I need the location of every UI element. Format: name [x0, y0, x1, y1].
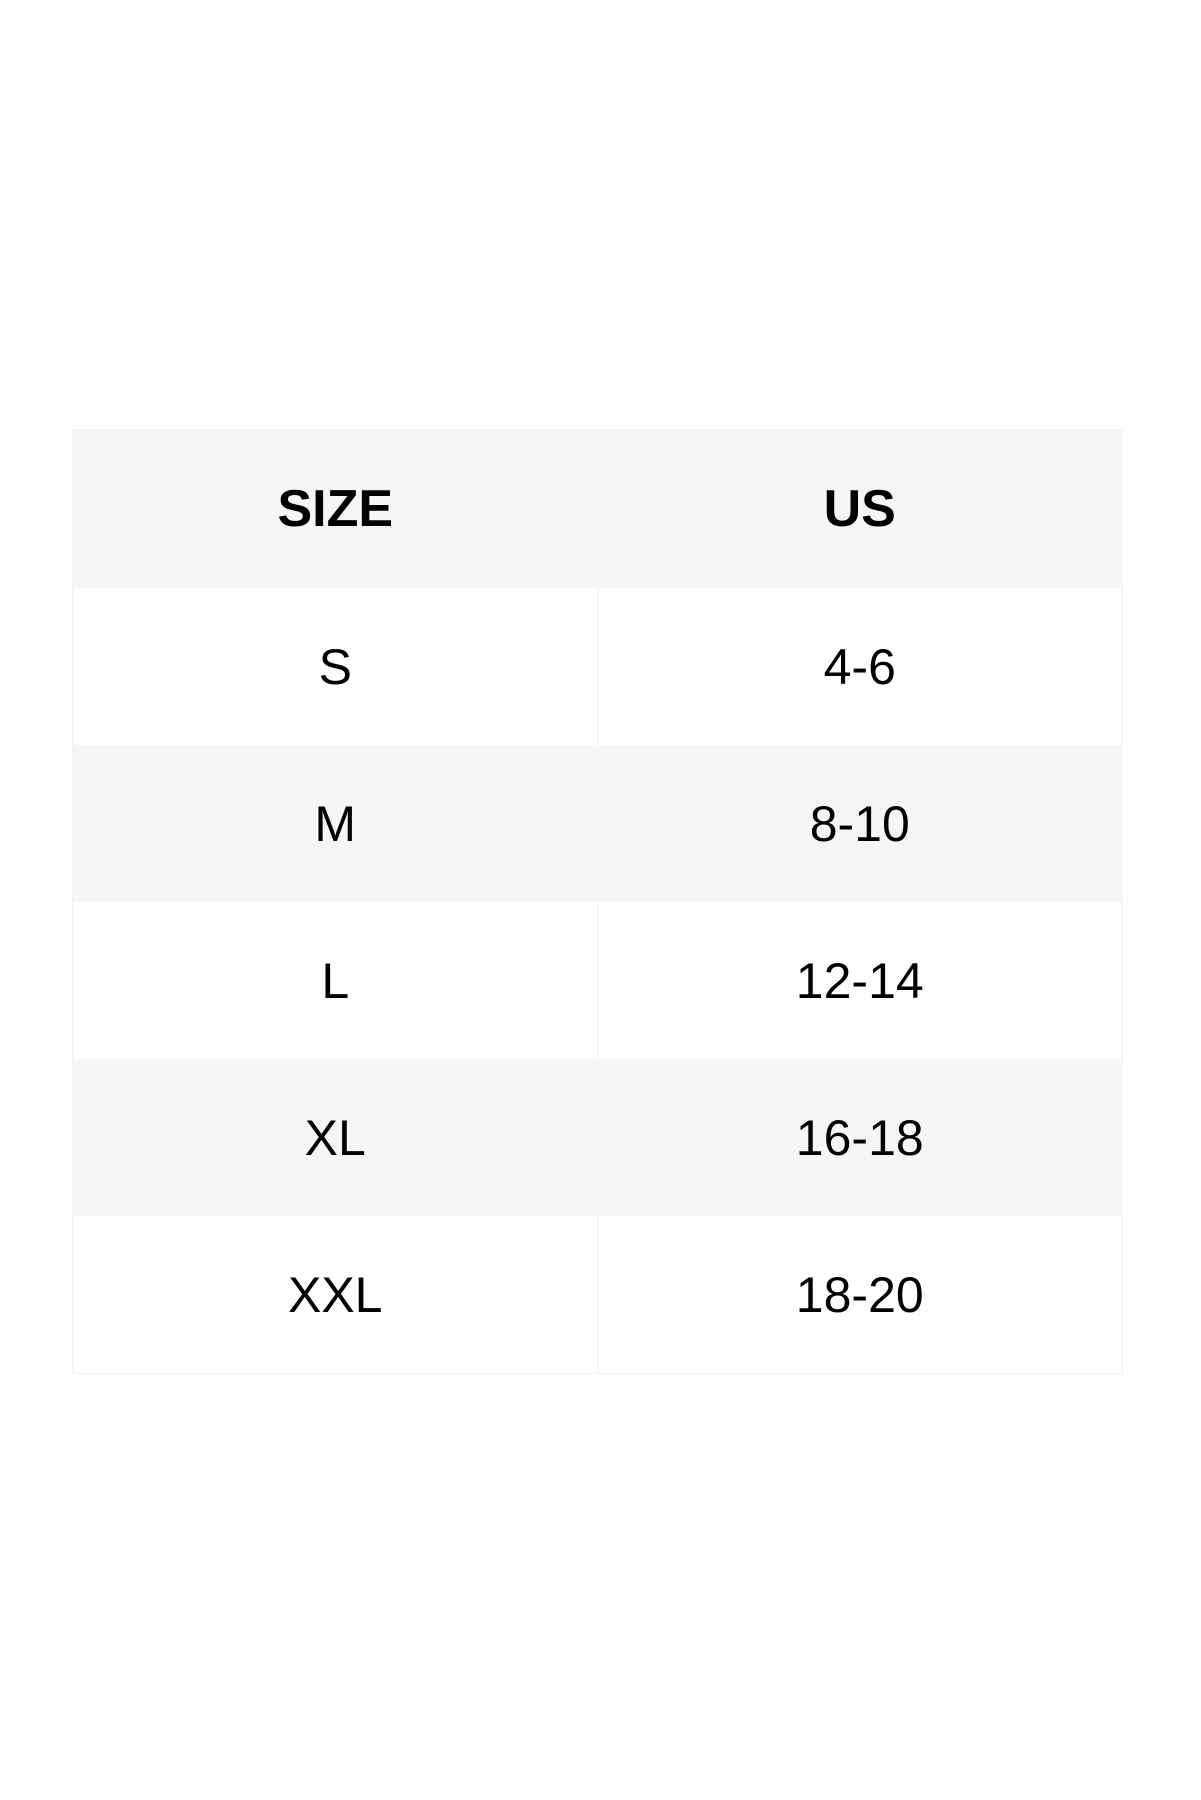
table-row: XXL 18-20 [73, 1216, 1122, 1373]
size-cell: XXL [74, 1216, 597, 1373]
size-cell: L [74, 902, 597, 1059]
us-cell: 18-20 [598, 1216, 1121, 1373]
table-row: L 12-14 [73, 902, 1122, 1059]
table-row: XL 16-18 [73, 1059, 1122, 1216]
size-cell: M [314, 795, 357, 852]
table-row: S 4-6 [73, 588, 1122, 745]
table-header: SIZE US [73, 430, 1122, 588]
table-row: M 8-10 [73, 745, 1122, 902]
us-cell: 8-10 [809, 795, 910, 852]
us-cell: 4-6 [598, 588, 1121, 745]
size-cell: XL [304, 1109, 366, 1166]
size-cell: S [74, 588, 597, 745]
header-us: US [823, 480, 896, 538]
us-cell: 16-18 [795, 1109, 924, 1166]
size-chart-table: SIZE US S 4-6 M 8-10 L 12-14 XL 16-18 XX… [72, 429, 1123, 1374]
header-size: SIZE [277, 480, 394, 538]
us-cell: 12-14 [598, 902, 1121, 1059]
